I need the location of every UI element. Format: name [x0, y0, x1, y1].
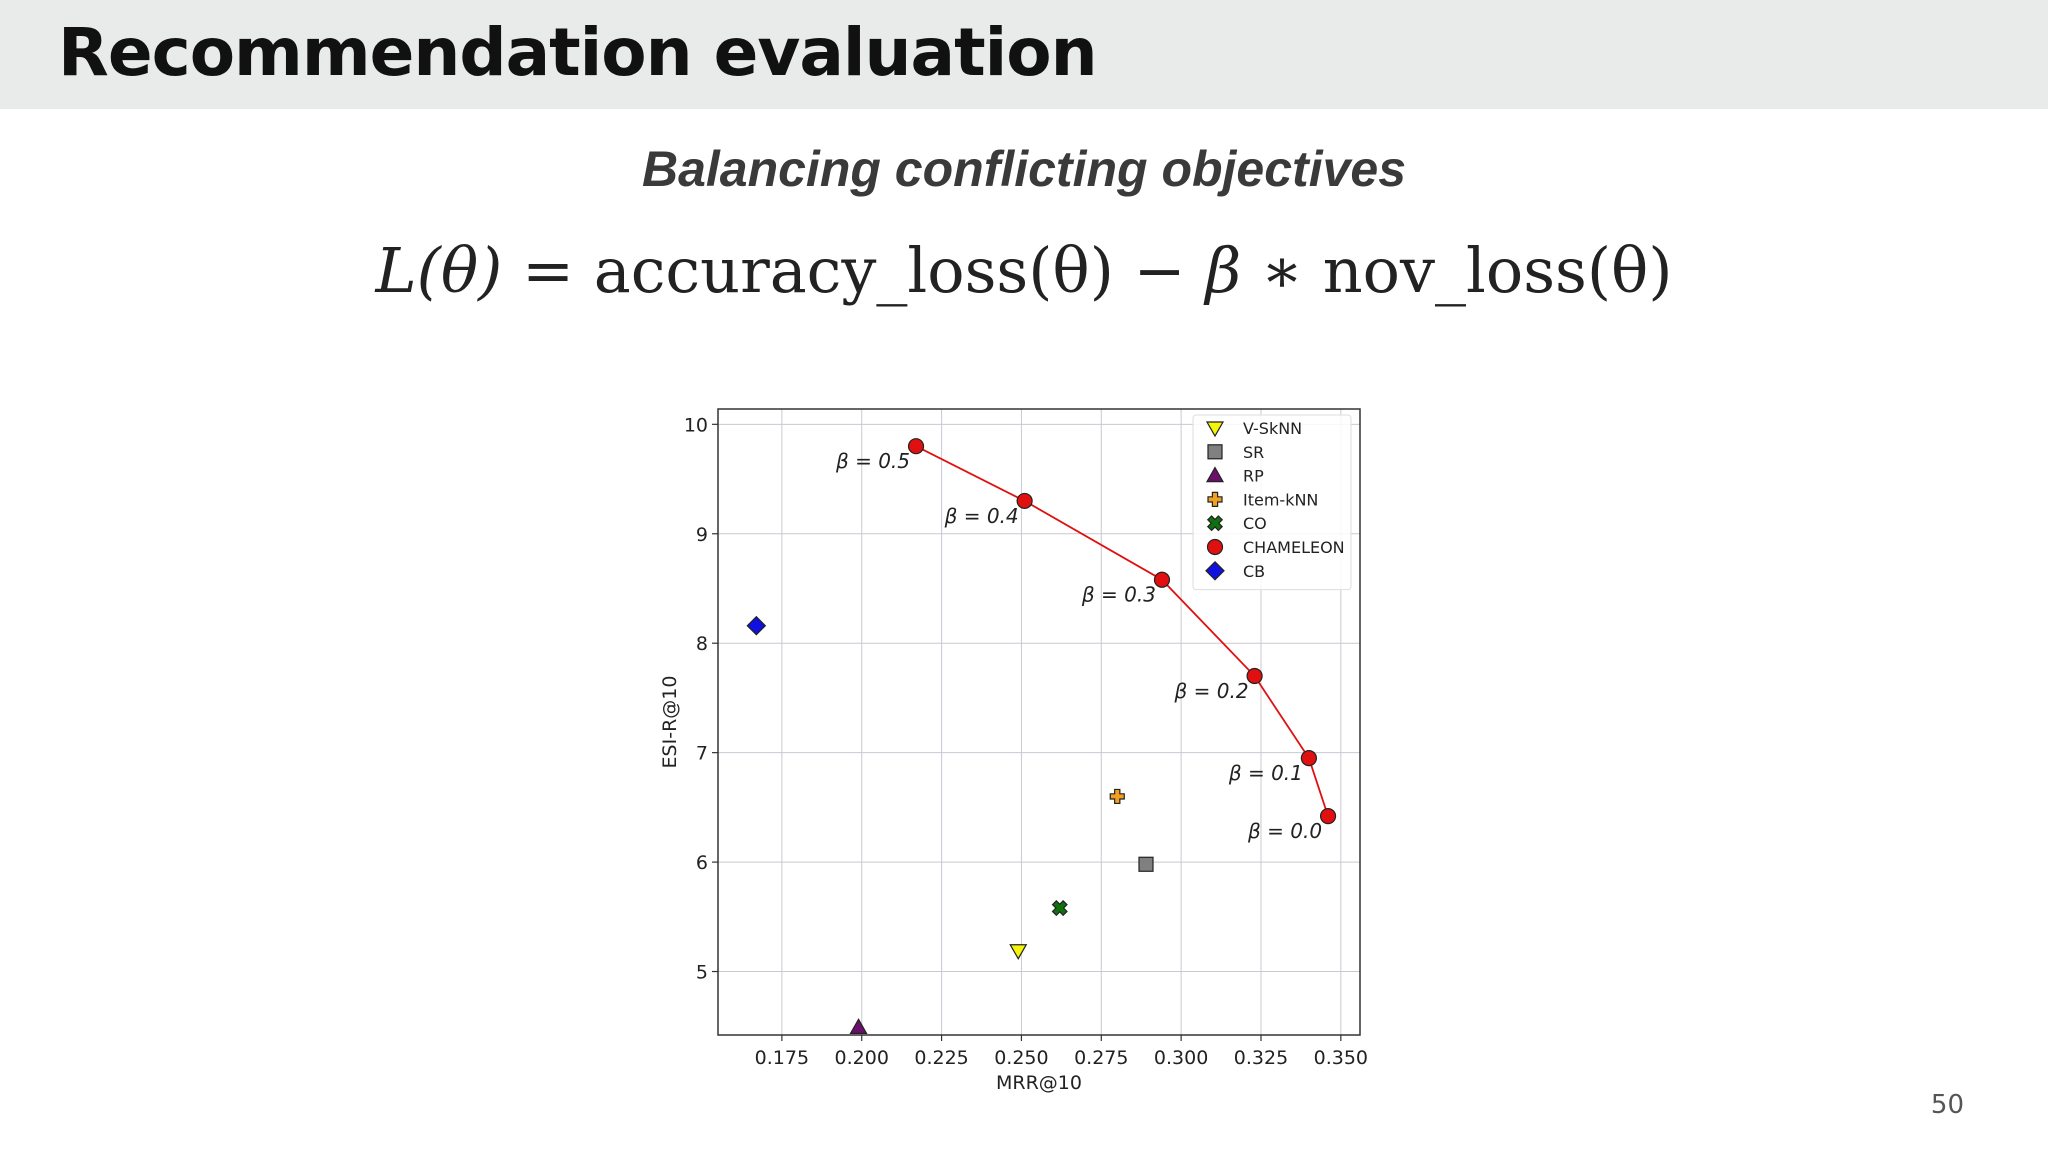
point-rp	[849, 1018, 868, 1034]
scatter-chart: 0.175 0.200 0.225 0.250 0.275 0.300 0.325 0.350…	[659, 408, 1368, 1094]
y-tick-label: 10	[684, 414, 708, 436]
page-number: 50	[1930, 1090, 1964, 1120]
x-tick-label: 0.350	[1314, 1047, 1368, 1069]
x-tick-label: 0.275	[1074, 1047, 1128, 1069]
point-co	[1051, 899, 1068, 917]
point-chameleon	[1319, 808, 1337, 825]
formula-minus: −	[1133, 234, 1186, 307]
formula-beta: β	[1205, 234, 1242, 307]
legend-label: RP	[1243, 467, 1264, 486]
formula-equals: =	[522, 234, 575, 307]
beta-label: β = 0.0	[1247, 819, 1322, 843]
y-tick-label: 7	[696, 743, 708, 765]
x-tick-label: 0.175	[755, 1047, 809, 1069]
legend-marker	[1205, 466, 1225, 483]
point-labels: β = 0.5 β = 0.4 β = 0.3 β = 0.2 β = 0.1 β = 0…	[835, 449, 1322, 843]
beta-label: β = 0.5	[835, 449, 910, 473]
plot-frame	[717, 408, 1361, 1036]
series-layer	[746, 438, 1337, 1034]
legend-marker	[1206, 515, 1224, 532]
series-line-chameleon	[915, 445, 1329, 817]
beta-label: β = 0.2	[1174, 679, 1249, 703]
x-tick-label: 0.300	[1154, 1047, 1208, 1069]
y-tick-label: 6	[696, 852, 708, 874]
formula-multiply: ∗	[1260, 234, 1304, 307]
legend-label: V-SkNN	[1243, 419, 1302, 438]
loss-formula: L(θ) = accuracy_loss(θ) − β ∗ nov_loss(θ…	[0, 226, 2048, 316]
legend-marker	[1207, 491, 1223, 508]
point-chameleon	[1300, 750, 1317, 767]
point-chameleon	[1016, 492, 1033, 510]
formula-lhs: L(θ)	[375, 234, 503, 307]
point-chameleon	[907, 438, 925, 455]
x-tick-label: 0.200	[835, 1047, 889, 1069]
series-rp	[849, 1018, 868, 1034]
formula-term-accuracy: accuracy_loss(θ)	[593, 234, 1114, 307]
point-sr	[1138, 856, 1154, 872]
series-sr	[1138, 856, 1154, 872]
x-marker-shape	[1206, 515, 1224, 532]
series-item-knn	[1109, 788, 1125, 805]
x-tick-label: 0.325	[1234, 1047, 1288, 1069]
y-tick-label: 5	[696, 962, 708, 984]
series-co	[1051, 899, 1068, 917]
y-tick-label: 8	[696, 633, 708, 655]
legend-label: CO	[1243, 514, 1267, 533]
point-item-knn	[1109, 788, 1125, 805]
header-bar	[0, 0, 2048, 109]
y-tick-label: 9	[696, 524, 708, 546]
x-axis-label: MRR@10	[996, 1072, 1082, 1094]
x-marker-shape	[1051, 899, 1068, 917]
point-v-sknn	[1009, 944, 1028, 960]
legend-box	[1192, 414, 1352, 591]
legend-marker	[1205, 560, 1225, 581]
legend-marker	[1207, 444, 1223, 460]
x-tick-label: 0.250	[994, 1047, 1048, 1069]
beta-label: β = 0.1	[1228, 761, 1303, 785]
legend-label: CB	[1243, 562, 1265, 581]
y-axis-label: ESI-R@10	[659, 676, 681, 769]
series-v-sknn	[1009, 944, 1028, 960]
x-tick-label: 0.225	[914, 1047, 968, 1069]
point-chameleon	[1153, 571, 1171, 588]
legend-marker	[1206, 538, 1224, 556]
point-chameleon	[1246, 667, 1263, 685]
axis-ticks: 0.175 0.200 0.225 0.250 0.275 0.300 0.325 0.350…	[684, 414, 1368, 1069]
chart-legend: V-SkNN SR RP Item-kNN CO CHAMELEON CB	[1192, 414, 1352, 591]
legend-label: SR	[1243, 443, 1264, 462]
beta-label: β = 0.4	[944, 504, 1019, 528]
legend-marker	[1205, 421, 1225, 438]
formula-term-novelty: nov_loss(θ)	[1322, 234, 1673, 307]
series-cb	[746, 615, 767, 636]
slide-title: Recommendation evaluation	[58, 14, 1098, 91]
point-cb	[746, 615, 767, 636]
legend-label: Item-kNN	[1243, 490, 1318, 509]
beta-label: β = 0.3	[1081, 583, 1156, 607]
series-chameleon	[907, 438, 1337, 825]
slide-subtitle: Balancing conflicting objectives	[641, 141, 1407, 197]
legend-label: CHAMELEON	[1243, 538, 1345, 557]
